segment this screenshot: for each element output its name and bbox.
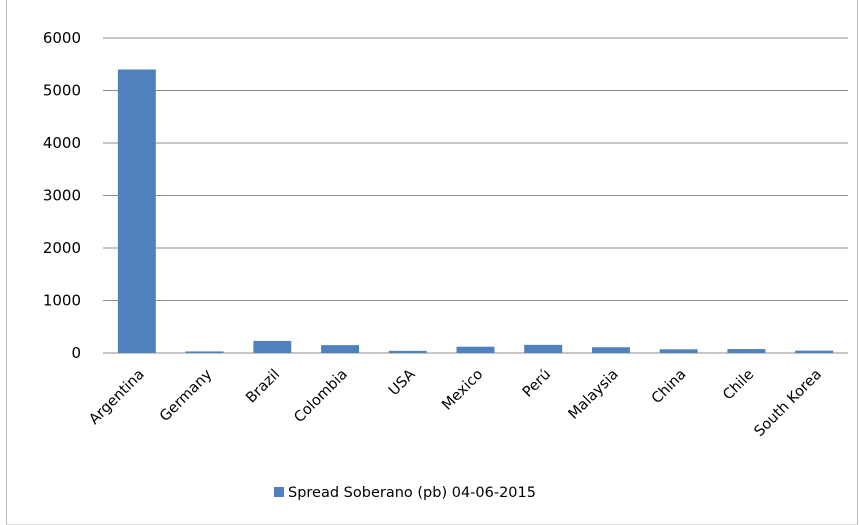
y-tick-label: 6000 <box>43 29 81 47</box>
y-tick-label: 3000 <box>43 187 81 205</box>
bar-brazil <box>253 340 292 353</box>
bar-south-korea <box>795 350 834 353</box>
bar-malaysia <box>591 347 630 353</box>
bar-per- <box>524 344 563 353</box>
bar-usa <box>388 350 427 353</box>
bar-china <box>659 349 698 353</box>
legend: Spread Soberano (pb) 04-06-2015 <box>274 485 536 501</box>
y-tick-label: 0 <box>71 344 81 362</box>
y-tick-label: 5000 <box>43 82 81 100</box>
bar-mexico <box>456 346 495 353</box>
y-tick-label: 1000 <box>43 292 81 310</box>
legend-label: Spread Soberano (pb) 04-06-2015 <box>288 485 536 501</box>
bar-chile <box>727 349 766 353</box>
y-tick-label: 4000 <box>43 134 81 152</box>
bar-colombia <box>321 345 360 353</box>
bar-germany <box>185 351 224 353</box>
y-tick-label: 2000 <box>43 239 81 257</box>
legend-swatch <box>274 487 284 497</box>
y-axis-tick-labels: 0 1000 2000 3000 4000 5000 6000 <box>43 29 81 362</box>
bar-argentina <box>117 69 156 353</box>
bars <box>117 69 834 353</box>
